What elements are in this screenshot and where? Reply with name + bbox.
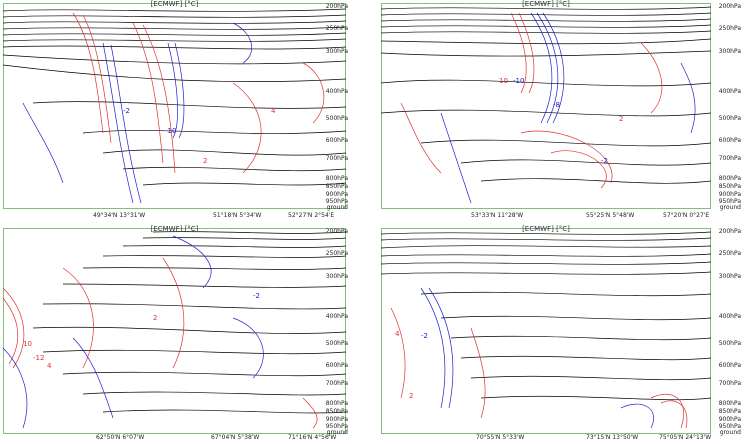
plev-800: 800hPa xyxy=(325,175,348,182)
svg-text:-2: -2 xyxy=(601,157,608,165)
plev-900: 900hPa xyxy=(718,416,741,423)
cross-section-panel-2: -10 10 -8 -2 2 [ECMWF] [°C] 200hPa 250hP… xyxy=(381,0,741,219)
plev-ground: ground xyxy=(719,429,741,436)
plev-ground: ground xyxy=(326,429,348,436)
plev-400: 400hPa xyxy=(325,88,348,95)
cross-section-plot-1: -10 2 -2 4 xyxy=(3,3,346,209)
panel-title: [ECMWF] [°C] xyxy=(150,0,199,8)
plev-600: 600hPa xyxy=(718,362,741,369)
coord-end: 75°05'N 24°13'W xyxy=(659,434,712,441)
cross-section-plot-4: 4 -2 2 xyxy=(381,228,711,434)
plev-950: 950hPa xyxy=(718,198,741,205)
coord-start: 53°33'N 11°28'W xyxy=(471,212,524,219)
svg-text:-12: -12 xyxy=(33,354,44,362)
plev-ground: ground xyxy=(719,204,741,211)
coord-start: 70°55'N 5°33'W xyxy=(476,434,525,441)
plev-300: 300hPa xyxy=(718,273,741,280)
svg-text:-2: -2 xyxy=(253,292,260,300)
plev-300: 300hPa xyxy=(325,48,348,55)
plev-300: 300hPa xyxy=(325,273,348,280)
coord-end: 57°20'N 0°27'E xyxy=(663,212,710,219)
plev-900: 900hPa xyxy=(325,416,348,423)
plev-400: 400hPa xyxy=(718,88,741,95)
svg-text:2: 2 xyxy=(409,392,413,400)
plev-500: 500hPa xyxy=(325,115,348,122)
coord-mid: 67°04'N 5°38'W xyxy=(211,434,260,441)
negative-anomaly xyxy=(22,22,253,204)
plev-900: 900hPa xyxy=(718,191,741,198)
svg-text:-2: -2 xyxy=(421,332,428,340)
plev-800: 800hPa xyxy=(325,400,348,407)
plev-ground: ground xyxy=(326,204,348,211)
svg-text:4: 4 xyxy=(271,107,276,115)
plev-600: 600hPa xyxy=(325,137,348,144)
plev-250: 250hPa xyxy=(325,250,348,257)
coord-end: 52°27'N 2°54'E xyxy=(288,212,335,219)
svg-text:10: 10 xyxy=(499,77,508,85)
positive-anomaly xyxy=(72,12,325,174)
isotherms xyxy=(3,8,346,186)
plev-950: 950hPa xyxy=(718,423,741,430)
plev-700: 700hPa xyxy=(718,380,741,387)
plev-400: 400hPa xyxy=(325,313,348,320)
plev-600: 600hPa xyxy=(325,362,348,369)
plev-500: 500hPa xyxy=(325,340,348,347)
plev-200: 200hPa xyxy=(718,3,741,10)
plev-200: 200hPa xyxy=(718,228,741,235)
plev-700: 700hPa xyxy=(325,380,348,387)
plev-800: 800hPa xyxy=(718,175,741,182)
plev-400: 400hPa xyxy=(718,313,741,320)
plev-250: 250hPa xyxy=(718,250,741,257)
cross-section-panel-3: 10 -12 2 -2 4 [ECMWF] [°C] 200hPa 250hPa… xyxy=(3,225,348,441)
svg-text:4: 4 xyxy=(47,362,52,370)
cross-section-plot-3: 10 -12 2 -2 4 xyxy=(3,228,346,434)
panel-title: [ECMWF] [°C] xyxy=(522,0,570,8)
svg-text:-2: -2 xyxy=(123,107,130,115)
coord-start: 62°50'N 6°07'W xyxy=(96,434,145,441)
svg-text:4: 4 xyxy=(395,330,400,338)
plev-950: 950hPa xyxy=(325,198,348,205)
plev-850: 850hPa xyxy=(325,408,348,415)
plev-700: 700hPa xyxy=(718,155,741,162)
coord-end: 71°16'N 4°56'W xyxy=(288,434,337,441)
coord-mid: 55°25'N 5°48'W xyxy=(586,212,635,219)
coord-mid: 73°15'N 13°50'W xyxy=(586,434,639,441)
coord-start: 49°34'N 13°31'W xyxy=(93,212,146,219)
svg-text:2: 2 xyxy=(153,314,157,322)
plev-250: 250hPa xyxy=(718,25,741,32)
panel-title: [ECMWF] [°C] xyxy=(522,225,570,233)
plev-200: 200hPa xyxy=(325,3,348,10)
svg-text:-10: -10 xyxy=(513,77,524,85)
svg-text:10: 10 xyxy=(23,340,32,348)
plev-700: 700hPa xyxy=(325,155,348,162)
cross-section-plot-2: -10 10 -8 -2 2 xyxy=(381,3,711,209)
plev-200: 200hPa xyxy=(325,228,348,235)
panel-title: [ECMWF] [°C] xyxy=(150,225,199,233)
plev-300: 300hPa xyxy=(718,48,741,55)
plev-850: 850hPa xyxy=(718,408,741,415)
plev-500: 500hPa xyxy=(718,340,741,347)
svg-text:-8: -8 xyxy=(553,101,560,109)
plev-900: 900hPa xyxy=(325,191,348,198)
plev-800: 800hPa xyxy=(718,400,741,407)
plev-500: 500hPa xyxy=(718,115,741,122)
plev-850: 850hPa xyxy=(718,183,741,190)
plev-250: 250hPa xyxy=(325,25,348,32)
plev-850: 850hPa xyxy=(325,183,348,190)
svg-text:-10: -10 xyxy=(165,127,176,135)
cross-section-panel-4: 4 -2 2 [ECMWF] [°C] 200hPa 250hPa 300hPa… xyxy=(381,225,741,441)
plev-600: 600hPa xyxy=(718,137,741,144)
plev-950: 950hPa xyxy=(325,423,348,430)
svg-text:2: 2 xyxy=(203,157,207,165)
svg-text:2: 2 xyxy=(619,115,623,123)
cross-section-panel-1: -10 2 -2 4 [ECMWF] [°C] 200hPa 250hPa 30… xyxy=(3,0,348,219)
coord-mid: 51°18'N 5°34'W xyxy=(213,212,262,219)
